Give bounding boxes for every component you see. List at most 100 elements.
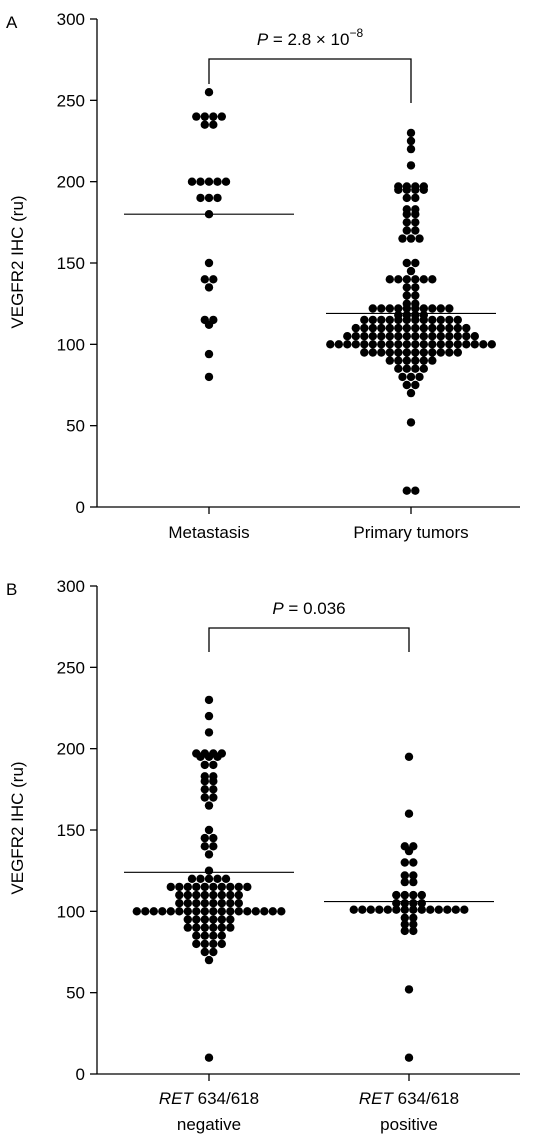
data-point [183,899,192,908]
data-point [209,947,218,957]
data-point [217,890,226,900]
data-point [406,266,416,276]
data-point [326,340,335,349]
data-point [200,793,209,802]
data-point [402,226,411,235]
data-point [204,177,214,186]
y-tick-label: 300 [57,577,85,596]
data-point [402,275,411,284]
data-point [166,882,175,892]
data-point [409,890,418,900]
panel-letter: A [6,13,18,32]
data-point [368,348,377,357]
data-point [404,809,414,818]
data-point [377,315,386,325]
data-point [175,899,184,908]
data-point [226,899,235,908]
p-value-exponent: −8 [349,26,363,40]
data-point [175,890,184,900]
data-point [436,332,445,341]
data-point [192,923,201,932]
data-point [453,323,462,333]
data-point [402,364,411,373]
data-point [217,939,226,949]
data-point [192,907,201,916]
data-point [200,833,209,843]
data-point [394,304,403,313]
data-point [411,226,420,235]
data-point [343,332,352,341]
data-point [428,332,437,341]
data-point [411,332,420,341]
y-tick-label: 200 [57,173,85,192]
data-point [204,955,214,965]
data-point [183,882,192,892]
data-point [209,785,218,794]
data-point [445,304,454,313]
data-point [400,920,409,929]
data-point [419,275,428,284]
data-point [209,777,218,786]
data-point [204,193,214,203]
x-category-name: 634/618 [393,1089,459,1108]
data-point [434,905,443,914]
x-category-label: Metastasis [168,523,249,542]
p-value-symbol: P [257,30,269,49]
data-point [187,874,197,883]
data-point [411,193,420,203]
data-point [217,112,226,121]
data-point [351,340,360,349]
data-point [234,890,243,900]
data-point [400,890,409,900]
point-group-1 [187,88,231,382]
data-point [351,323,360,333]
data-point [200,882,209,892]
data-point [200,842,209,851]
data-point [394,348,403,357]
data-point [360,340,369,349]
data-point [192,882,201,892]
data-point [411,323,420,333]
data-point [200,947,209,957]
data-point [334,340,343,349]
data-point [445,332,454,341]
data-point [411,291,420,300]
data-point [400,913,409,922]
data-point [415,372,424,382]
data-point [200,907,209,916]
data-point [385,315,394,325]
significance-bracket [208,627,410,652]
data-point [234,907,243,916]
data-point [217,915,226,924]
data-point [436,315,445,325]
data-point [209,899,218,908]
data-point [402,210,411,219]
data-point [385,304,394,313]
data-point [200,890,209,900]
data-point [445,323,454,333]
x-category-sublabel: negative [177,1115,241,1134]
y-tick-label: 0 [76,1065,85,1084]
data-point [385,323,394,333]
data-point [398,372,407,382]
data-point [402,380,411,390]
data-point [192,915,201,924]
p-value-number: 2.8 × 10 [288,30,350,49]
data-point [187,177,197,186]
data-point [409,913,418,922]
data-point [158,907,167,916]
data-point [419,348,428,357]
data-point [217,931,226,940]
data-point [419,304,428,313]
data-point [394,356,403,365]
data-point [183,923,192,932]
data-point [192,899,201,908]
panel-a: A 0 50 100 150 200 250 300 VEGFR2 IHC (ru) Metast… [6,10,520,542]
data-point [360,332,369,341]
data-point [402,185,411,194]
data-point [385,348,394,357]
data-point [234,899,243,908]
y-tick-label: 100 [57,902,85,921]
x-category-name: Primary tumors [353,523,468,542]
data-point [209,923,218,932]
